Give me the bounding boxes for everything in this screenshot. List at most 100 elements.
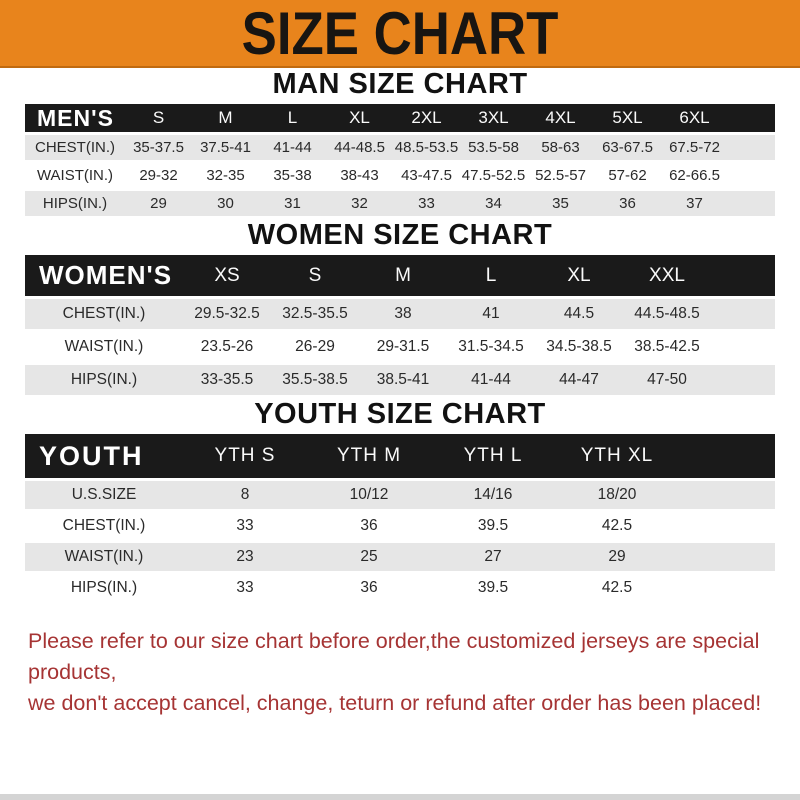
table-cell: 39.5	[431, 574, 555, 602]
note-line-2: we don't accept cancel, change, teturn o…	[28, 691, 762, 715]
table-cell: 8	[183, 481, 307, 509]
row-label: CHEST(IN.)	[25, 135, 125, 160]
table-cell: 43-47.5	[393, 163, 460, 188]
table-cell: 33	[183, 512, 307, 540]
table-cell: 37	[661, 191, 728, 216]
women-table-title: WOMEN'S	[25, 255, 183, 296]
men-section-heading: MAN SIZE CHART	[272, 68, 528, 100]
column-header: S	[271, 255, 359, 296]
table-cell: 36	[307, 512, 431, 540]
men-header-row: MEN'S S M L XL 2XL 3XL 4XL 5XL 6XL	[25, 104, 775, 132]
row-label: HIPS(IN.)	[25, 191, 125, 216]
table-cell: 38	[359, 299, 447, 329]
table-cell: 26-29	[271, 332, 359, 362]
youth-header-row: YOUTH YTH S YTH M YTH L YTH XL	[25, 434, 775, 478]
filler-cell	[679, 481, 775, 509]
table-cell: 32-35	[192, 163, 259, 188]
column-header: M	[359, 255, 447, 296]
table-cell: 30	[192, 191, 259, 216]
filler-cell	[728, 104, 775, 132]
column-header: L	[447, 255, 535, 296]
banner-title: SIZE CHART	[241, 0, 559, 67]
row-label: CHEST(IN.)	[25, 512, 183, 540]
table-cell: 52.5-57	[527, 163, 594, 188]
filler-cell	[728, 191, 775, 216]
table-cell: 27	[431, 543, 555, 571]
table-row-waist: WAIST(IN.) 23 25 27 29	[25, 543, 775, 571]
table-cell: 67.5-72	[661, 135, 728, 160]
table-cell: 44.5	[535, 299, 623, 329]
row-label: HIPS(IN.)	[25, 574, 183, 602]
women-section-heading: WOMEN SIZE CHART	[247, 219, 553, 251]
table-cell: 32.5-35.5	[271, 299, 359, 329]
filler-cell	[679, 512, 775, 540]
table-cell: 35-37.5	[125, 135, 192, 160]
table-cell: 41-44	[259, 135, 326, 160]
table-cell: 38.5-41	[359, 365, 447, 395]
table-row-hips: HIPS(IN.) 33 36 39.5 42.5	[25, 574, 775, 602]
table-cell: 41-44	[447, 365, 535, 395]
table-cell: 63-67.5	[594, 135, 661, 160]
women-size-table: WOMEN'S XS S M L XL XXL CHEST(IN.) 29.5-…	[25, 252, 775, 398]
table-cell: 35	[527, 191, 594, 216]
column-header: YTH M	[307, 434, 431, 478]
row-label: CHEST(IN.)	[25, 299, 183, 329]
table-cell: 29.5-32.5	[183, 299, 271, 329]
row-label: U.S.SIZE	[25, 481, 183, 509]
filler-cell	[711, 332, 775, 362]
table-cell: 47.5-52.5	[460, 163, 527, 188]
column-header: M	[192, 104, 259, 132]
filler-cell	[711, 299, 775, 329]
table-cell: 47-50	[623, 365, 711, 395]
column-header: 2XL	[393, 104, 460, 132]
table-row-waist: WAIST(IN.) 23.5-26 26-29 29-31.5 31.5-34…	[25, 332, 775, 362]
table-cell: 44-48.5	[326, 135, 393, 160]
table-row-chest: CHEST(IN.) 33 36 39.5 42.5	[25, 512, 775, 540]
banner: SIZE CHART	[0, 0, 800, 68]
section-men: MAN SIZE CHART MEN'S S M L XL 2XL 3XL 4X…	[0, 68, 800, 219]
table-cell: 33	[183, 574, 307, 602]
table-cell: 33-35.5	[183, 365, 271, 395]
table-cell: 37.5-41	[192, 135, 259, 160]
table-cell: 10/12	[307, 481, 431, 509]
column-header: XS	[183, 255, 271, 296]
column-header: 6XL	[661, 104, 728, 132]
table-cell: 44-47	[535, 365, 623, 395]
column-header: YTH L	[431, 434, 555, 478]
column-header: XXL	[623, 255, 711, 296]
men-size-table: MEN'S S M L XL 2XL 3XL 4XL 5XL 6XL CHEST…	[25, 101, 775, 219]
table-cell: 42.5	[555, 512, 679, 540]
youth-size-table: YOUTH YTH S YTH M YTH L YTH XL U.S.SIZE …	[25, 431, 775, 605]
table-cell: 25	[307, 543, 431, 571]
table-cell: 18/20	[555, 481, 679, 509]
table-row-chest: CHEST(IN.) 29.5-32.5 32.5-35.5 38 41 44.…	[25, 299, 775, 329]
footer-note: Please refer to our size chart before or…	[28, 626, 774, 719]
row-label: WAIST(IN.)	[25, 332, 183, 362]
filler-cell	[728, 135, 775, 160]
table-cell: 34.5-38.5	[535, 332, 623, 362]
table-cell: 58-63	[527, 135, 594, 160]
column-header: S	[125, 104, 192, 132]
section-youth: YOUTH SIZE CHART YOUTH YTH S YTH M YTH L…	[0, 398, 800, 605]
table-row-hips: HIPS(IN.) 29 30 31 32 33 34 35 36 37	[25, 191, 775, 216]
table-cell: 53.5-58	[460, 135, 527, 160]
table-row-hips: HIPS(IN.) 33-35.5 35.5-38.5 38.5-41 41-4…	[25, 365, 775, 395]
table-cell: 41	[447, 299, 535, 329]
filler-cell	[679, 543, 775, 571]
table-cell: 35-38	[259, 163, 326, 188]
table-cell: 44.5-48.5	[623, 299, 711, 329]
column-header: 3XL	[460, 104, 527, 132]
table-cell: 38-43	[326, 163, 393, 188]
table-cell: 34	[460, 191, 527, 216]
table-cell: 36	[594, 191, 661, 216]
youth-section-heading: YOUTH SIZE CHART	[254, 398, 546, 430]
column-header: 4XL	[527, 104, 594, 132]
column-header: XL	[535, 255, 623, 296]
table-cell: 32	[326, 191, 393, 216]
table-cell: 35.5-38.5	[271, 365, 359, 395]
table-cell: 57-62	[594, 163, 661, 188]
table-cell: 29-31.5	[359, 332, 447, 362]
filler-cell	[711, 365, 775, 395]
table-cell: 31.5-34.5	[447, 332, 535, 362]
